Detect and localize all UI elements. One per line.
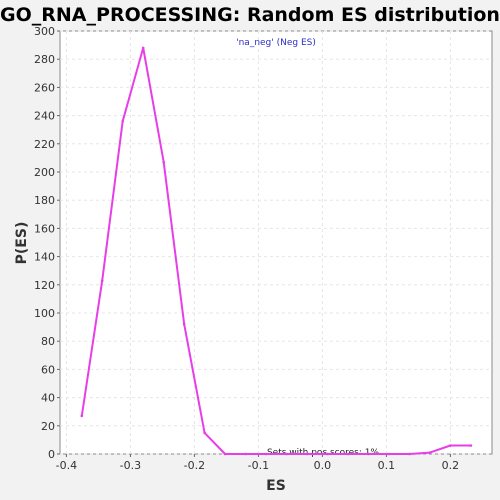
data-point <box>203 431 206 435</box>
data-point <box>387 452 391 456</box>
y-tick-label: 120 <box>34 279 55 292</box>
data-point <box>326 452 329 456</box>
data-point <box>449 444 452 447</box>
data-point <box>285 452 288 456</box>
series-layer <box>80 46 473 456</box>
data-point <box>244 452 247 456</box>
x-tick-label: -0.1 <box>248 459 269 472</box>
y-tick-label: 280 <box>34 53 55 66</box>
data-point <box>162 160 165 164</box>
chart-title: GO_RNA_PROCESSING: Random ES distributio… <box>0 4 500 26</box>
y-tick-label: 0 <box>48 448 55 461</box>
data-point <box>305 452 309 456</box>
data-point <box>223 452 227 456</box>
data-point <box>141 46 145 50</box>
data-point <box>428 451 432 454</box>
chart-subtitle: 'na_neg' (Neg ES) <box>236 38 316 48</box>
data-point <box>121 119 125 123</box>
es-distribution-line <box>80 46 471 455</box>
data-point <box>346 452 350 456</box>
y-axis-label: P(ES) <box>14 222 30 265</box>
y-tick-label: 300 <box>34 25 55 38</box>
data-point <box>469 444 473 447</box>
y-tick-label: 40 <box>41 392 55 405</box>
x-tick-label: 0.2 <box>442 459 460 472</box>
y-tick-label: 220 <box>34 138 55 151</box>
y-tick-label: 100 <box>34 307 55 320</box>
y-tick-label: 240 <box>34 110 55 123</box>
x-tick-label: 0.0 <box>314 459 332 472</box>
x-axis-label: ES <box>266 478 286 494</box>
x-tick-label: -0.3 <box>120 459 141 472</box>
data-point <box>182 322 186 326</box>
data-point <box>80 414 84 418</box>
data-point <box>264 452 268 456</box>
y-tick-label: 140 <box>34 251 55 264</box>
data-point <box>100 279 104 282</box>
x-tick-label: -0.2 <box>184 459 205 472</box>
y-tick-label: 200 <box>34 166 55 179</box>
data-point <box>408 452 411 456</box>
y-tick-label: 160 <box>34 222 55 235</box>
y-tick-label: 60 <box>41 363 55 376</box>
y-tick-label: 80 <box>41 335 55 348</box>
y-tick-label: 180 <box>34 194 55 207</box>
y-tick-label: 260 <box>34 81 55 94</box>
grid <box>60 30 492 455</box>
data-point <box>367 452 370 456</box>
x-tick-label: -0.4 <box>56 459 77 472</box>
axis-ticks: 0 20 40 60 80 100 120 140 160 180 200 220 240 260 280 3… <box>34 25 459 472</box>
x-tick-label: 0.1 <box>378 459 396 472</box>
y-tick-label: 20 <box>41 420 55 433</box>
plot-area <box>59 30 493 455</box>
